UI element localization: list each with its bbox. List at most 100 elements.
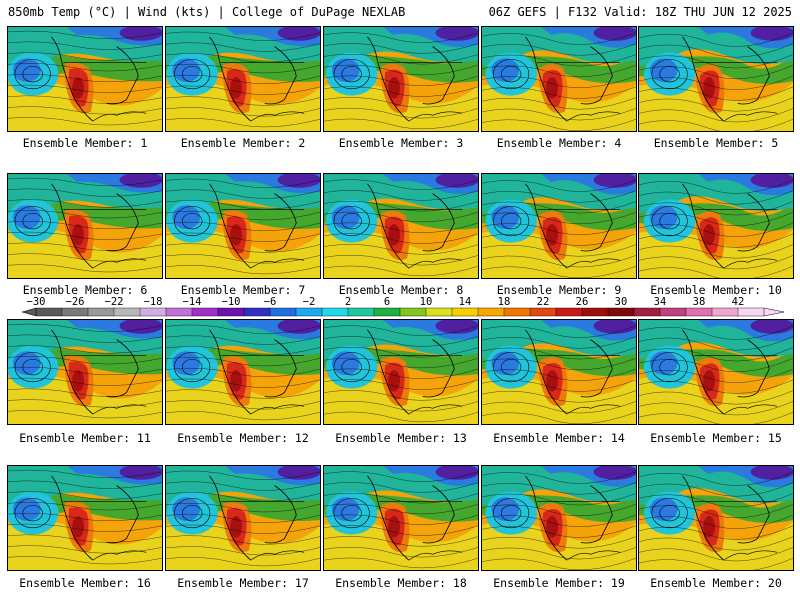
color-swatch bbox=[347, 307, 375, 317]
ensemble-member-map bbox=[165, 26, 321, 132]
temperature-map bbox=[324, 320, 478, 424]
color-swatch bbox=[633, 307, 661, 317]
ensemble-member-label: Ensemble Member: 11 bbox=[19, 431, 151, 445]
color-swatch bbox=[191, 307, 219, 317]
color-swatch bbox=[399, 307, 427, 317]
temperature-map bbox=[639, 174, 793, 278]
temperature-map bbox=[8, 27, 162, 131]
scale-tick-label: −10 bbox=[222, 296, 241, 308]
temperature-map bbox=[8, 320, 162, 424]
color-swatch bbox=[373, 307, 401, 317]
color-swatch bbox=[217, 307, 245, 317]
temperature-map bbox=[324, 174, 478, 278]
ensemble-member-label: Ensemble Member: 7 bbox=[180, 283, 306, 297]
temperature-map bbox=[166, 320, 320, 424]
color-swatch bbox=[269, 307, 297, 317]
scale-arrow-left bbox=[21, 307, 37, 317]
ensemble-member-label: Ensemble Member: 20 bbox=[650, 576, 782, 590]
color-swatch bbox=[555, 307, 583, 317]
ensemble-member-map bbox=[638, 319, 794, 425]
ensemble-member-map bbox=[481, 319, 637, 425]
color-swatch bbox=[685, 307, 713, 317]
temperature-map bbox=[8, 466, 162, 570]
color-swatch bbox=[139, 307, 167, 317]
ensemble-member-map bbox=[165, 465, 321, 571]
scale-tick-label: −22 bbox=[105, 296, 124, 308]
temperature-map bbox=[324, 27, 478, 131]
ensemble-member-label: Ensemble Member: 18 bbox=[335, 576, 467, 590]
scale-tick-label: 10 bbox=[420, 296, 433, 308]
ensemble-member-label: Ensemble Member: 5 bbox=[653, 136, 779, 150]
scale-tick-label: 34 bbox=[654, 296, 667, 308]
scale-tick-label: −30 bbox=[27, 296, 46, 308]
temperature-map bbox=[482, 27, 636, 131]
color-swatch bbox=[529, 307, 557, 317]
scale-arrow-right bbox=[763, 307, 785, 317]
scale-tick-label: 38 bbox=[693, 296, 706, 308]
color-swatch bbox=[113, 307, 141, 317]
temperature-map bbox=[639, 466, 793, 570]
color-swatch bbox=[451, 307, 479, 317]
temperature-map bbox=[166, 466, 320, 570]
temperature-map bbox=[324, 466, 478, 570]
color-swatch bbox=[61, 307, 89, 317]
temperature-map bbox=[639, 27, 793, 131]
ensemble-member-label: Ensemble Member: 14 bbox=[493, 431, 625, 445]
scale-tick-label: −18 bbox=[144, 296, 163, 308]
ensemble-member-label: Ensemble Member: 6 bbox=[22, 283, 148, 297]
chart-title: 850mb Temp (°C) | Wind (kts) | College o… bbox=[8, 5, 406, 19]
ensemble-member-label: Ensemble Member: 8 bbox=[338, 283, 464, 297]
color-swatch bbox=[659, 307, 687, 317]
scale-tick-label: 6 bbox=[384, 296, 390, 308]
ensemble-member-label: Ensemble Member: 10 bbox=[650, 283, 782, 297]
temperature-map bbox=[166, 174, 320, 278]
ensemble-member-label: Ensemble Member: 13 bbox=[335, 431, 467, 445]
scale-tick-label: 42 bbox=[732, 296, 745, 308]
scale-tick-label: 2 bbox=[345, 296, 351, 308]
color-swatch bbox=[425, 307, 453, 317]
ensemble-member-map bbox=[323, 26, 479, 132]
ensemble-member-map bbox=[165, 173, 321, 279]
color-swatch bbox=[321, 307, 349, 317]
ensemble-member-map bbox=[481, 465, 637, 571]
scale-tick-label: 30 bbox=[615, 296, 628, 308]
ensemble-member-map bbox=[323, 465, 479, 571]
ensemble-member-map bbox=[323, 319, 479, 425]
color-swatch bbox=[477, 307, 505, 317]
temperature-map bbox=[482, 466, 636, 570]
ensemble-member-label: Ensemble Member: 16 bbox=[19, 576, 151, 590]
color-swatch bbox=[87, 307, 115, 317]
color-swatch bbox=[243, 307, 271, 317]
scale-tick-label: −14 bbox=[183, 296, 202, 308]
ensemble-member-map bbox=[638, 26, 794, 132]
temperature-color-scale: −30 −26 −22 −18 −14 −10 −6 −2 2 6 10 14 18 22 26 30 34 38… bbox=[21, 296, 785, 317]
ensemble-member-map bbox=[7, 319, 163, 425]
ensemble-member-label: Ensemble Member: 12 bbox=[177, 431, 309, 445]
scale-tick-label: −26 bbox=[66, 296, 85, 308]
ensemble-member-label: Ensemble Member: 4 bbox=[496, 136, 622, 150]
ensemble-member-label: Ensemble Member: 1 bbox=[22, 136, 148, 150]
temperature-map bbox=[482, 320, 636, 424]
scale-tick-label: 22 bbox=[537, 296, 550, 308]
temperature-map bbox=[166, 27, 320, 131]
temperature-map bbox=[482, 174, 636, 278]
temperature-map bbox=[639, 320, 793, 424]
ensemble-member-map bbox=[7, 465, 163, 571]
scale-tick-label: −6 bbox=[264, 296, 277, 308]
color-swatch bbox=[581, 307, 609, 317]
ensemble-member-map bbox=[638, 465, 794, 571]
scale-tick-label: 18 bbox=[498, 296, 511, 308]
ensemble-member-label: Ensemble Member: 15 bbox=[650, 431, 782, 445]
color-swatch bbox=[737, 307, 765, 317]
ensemble-member-map bbox=[481, 173, 637, 279]
color-swatch bbox=[35, 307, 63, 317]
ensemble-member-label: Ensemble Member: 9 bbox=[496, 283, 622, 297]
scale-tick-label: 26 bbox=[576, 296, 589, 308]
color-swatch bbox=[711, 307, 739, 317]
ensemble-member-map bbox=[481, 26, 637, 132]
color-swatch bbox=[295, 307, 323, 317]
ensemble-member-label: Ensemble Member: 19 bbox=[493, 576, 625, 590]
ensemble-member-map bbox=[7, 26, 163, 132]
temperature-map bbox=[8, 174, 162, 278]
ensemble-member-map bbox=[323, 173, 479, 279]
